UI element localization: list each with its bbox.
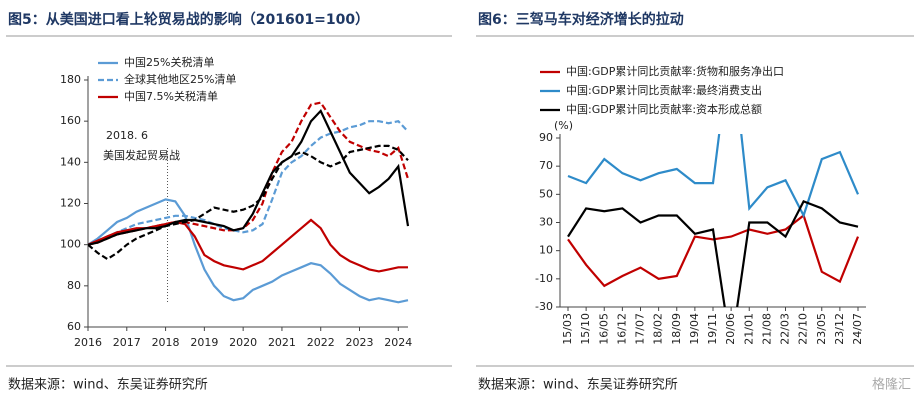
x-tick-label: 16/12 bbox=[615, 313, 628, 345]
y-tick-label: 80 bbox=[67, 279, 81, 292]
series-line bbox=[88, 198, 409, 304]
y-tick-label: 180 bbox=[60, 73, 81, 86]
y-tick-label: -30 bbox=[535, 300, 553, 313]
series-line bbox=[567, 200, 859, 307]
x-tick-label: 2016 bbox=[74, 336, 102, 349]
series-line bbox=[88, 218, 408, 273]
legend-label: 中国:GDP累计同比贡献率:最终消费支出 bbox=[566, 83, 762, 97]
chart-title: 图6：三驾马车对经济增长的拉动 bbox=[478, 11, 684, 28]
x-tick-label: 15/03 bbox=[561, 313, 574, 345]
source-note: 数据来源：wind、东吴证券研究所 bbox=[478, 377, 678, 393]
legend-label: 中国:GDP累计同比贡献率:货物和服务净出口 bbox=[566, 64, 784, 78]
source-note: 数据来源：wind、东吴证券研究所 bbox=[8, 377, 208, 393]
legend-label: 全球其他地区25%清单 bbox=[124, 72, 236, 86]
x-tick-label: 22/03 bbox=[779, 313, 792, 345]
x-tick-label: 2021 bbox=[268, 336, 296, 349]
x-tick-label: 2017 bbox=[113, 336, 141, 349]
legend-label: 中国25%关税清单 bbox=[124, 55, 214, 69]
y-tick-label: 120 bbox=[60, 197, 81, 210]
x-tick-label: 22/10 bbox=[797, 313, 810, 345]
x-tick-label: 17/07 bbox=[634, 313, 647, 345]
y-tick-label: -10 bbox=[535, 272, 553, 285]
x-tick-label: 18/09 bbox=[670, 313, 683, 345]
y-axis-label: (%) bbox=[554, 119, 573, 132]
y-tick-label: 90 bbox=[539, 131, 553, 144]
x-tick-label: 2023 bbox=[346, 336, 374, 349]
x-tick-label: 2020 bbox=[229, 336, 257, 349]
y-tick-label: 70 bbox=[539, 159, 553, 172]
x-tick-label: 21/08 bbox=[760, 313, 773, 345]
x-tick-label: 16/05 bbox=[597, 313, 610, 345]
annotation-text: 美国发起贸易战 bbox=[103, 148, 180, 162]
series-line bbox=[88, 119, 409, 246]
x-tick-label: 19/04 bbox=[688, 313, 701, 345]
series-line bbox=[567, 134, 860, 219]
y-tick-label: 50 bbox=[539, 187, 553, 200]
y-tick-label: 60 bbox=[67, 320, 81, 333]
x-tick-label: 18/02 bbox=[652, 313, 665, 345]
y-tick-label: 100 bbox=[60, 238, 81, 251]
plot bbox=[567, 134, 860, 307]
y-tick-label: 10 bbox=[539, 244, 553, 257]
series-line bbox=[567, 213, 860, 288]
x-tick-label: 24/07 bbox=[851, 313, 864, 345]
x-tick-label: 15/10 bbox=[579, 313, 592, 345]
x-tick-label: 19/11 bbox=[706, 313, 719, 345]
x-tick-label: 2018 bbox=[152, 336, 180, 349]
series-line bbox=[88, 144, 409, 261]
x-tick-label: 2022 bbox=[307, 336, 335, 349]
y-tick-label: 160 bbox=[60, 114, 81, 127]
annotation-text: 2018. 6 bbox=[106, 129, 148, 142]
x-tick-label: 2024 bbox=[384, 336, 412, 349]
legend-label: 中国7.5%关税清单 bbox=[124, 89, 218, 103]
x-tick-label: 20/06 bbox=[724, 313, 737, 345]
chart-title: 图5：从美国进口看上轮贸易战的影响（201601=100） bbox=[8, 11, 369, 28]
y-tick-label: 140 bbox=[60, 155, 81, 168]
x-tick-label: 2019 bbox=[190, 336, 218, 349]
x-tick-label: 21/01 bbox=[742, 313, 755, 345]
legend-label: 中国:GDP累计同比贡献率:资本形成总额 bbox=[566, 102, 762, 116]
watermark: 格隆汇 bbox=[872, 377, 911, 393]
plot bbox=[88, 101, 410, 304]
series-line bbox=[88, 108, 410, 246]
x-tick-label: 23/12 bbox=[833, 313, 846, 345]
y-tick-label: 30 bbox=[539, 216, 553, 229]
x-tick-label: 23/05 bbox=[815, 313, 828, 345]
